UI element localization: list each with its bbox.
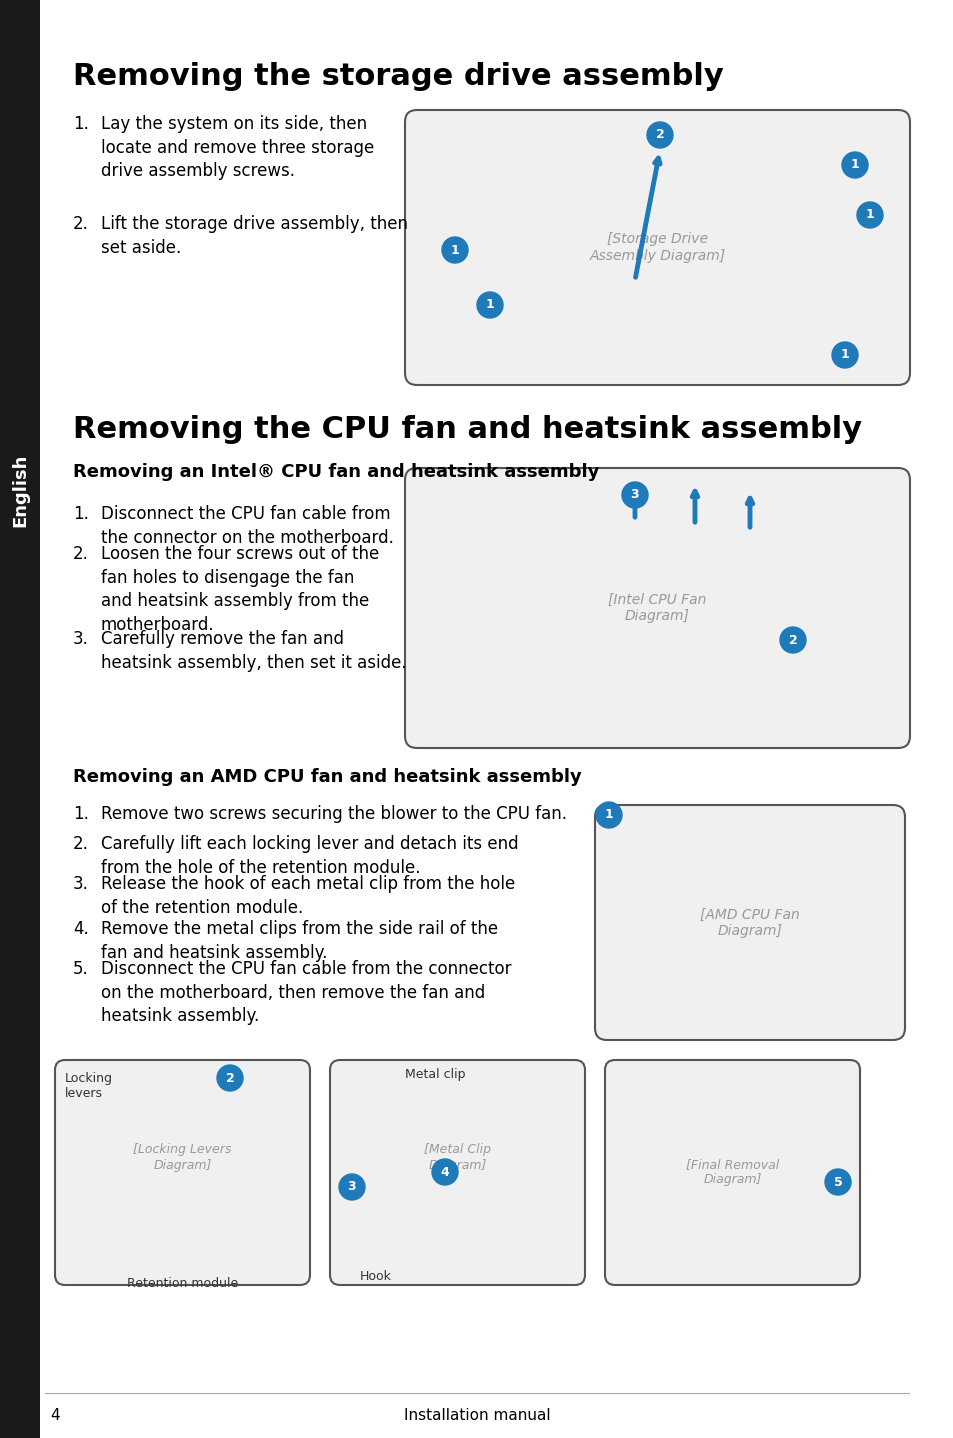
Text: 3.: 3. bbox=[73, 874, 89, 893]
Text: 5: 5 bbox=[833, 1175, 841, 1188]
Text: 3: 3 bbox=[347, 1181, 355, 1194]
Text: Release the hook of each metal clip from the hole
of the retention module.: Release the hook of each metal clip from… bbox=[101, 874, 515, 916]
Text: 2.: 2. bbox=[73, 216, 89, 233]
Circle shape bbox=[338, 1173, 365, 1199]
Text: [Final Removal
Diagram]: [Final Removal Diagram] bbox=[685, 1159, 779, 1186]
Text: [Intel CPU Fan
Diagram]: [Intel CPU Fan Diagram] bbox=[608, 592, 706, 623]
Text: 2: 2 bbox=[788, 634, 797, 647]
Text: 4: 4 bbox=[440, 1166, 449, 1179]
Text: Carefully remove the fan and
heatsink assembly, then set it aside.: Carefully remove the fan and heatsink as… bbox=[101, 630, 406, 672]
Text: Removing an Intel® CPU fan and heatsink assembly: Removing an Intel® CPU fan and heatsink … bbox=[73, 463, 598, 480]
Text: 1: 1 bbox=[850, 158, 859, 171]
FancyBboxPatch shape bbox=[405, 109, 909, 385]
Text: 3.: 3. bbox=[73, 630, 89, 649]
Text: Removing the storage drive assembly: Removing the storage drive assembly bbox=[73, 62, 723, 91]
Text: 4.: 4. bbox=[73, 920, 89, 938]
Text: 2.: 2. bbox=[73, 545, 89, 564]
Text: Installation manual: Installation manual bbox=[403, 1408, 550, 1424]
Text: 1: 1 bbox=[604, 808, 613, 821]
Text: 3: 3 bbox=[630, 489, 639, 502]
Text: 1.: 1. bbox=[73, 505, 89, 523]
Text: Remove the metal clips from the side rail of the
fan and heatsink assembly.: Remove the metal clips from the side rai… bbox=[101, 920, 497, 962]
Text: Carefully lift each locking lever and detach its end
from the hole of the retent: Carefully lift each locking lever and de… bbox=[101, 835, 518, 877]
Text: 2.: 2. bbox=[73, 835, 89, 853]
Text: 1: 1 bbox=[450, 243, 459, 256]
Circle shape bbox=[596, 802, 621, 828]
Text: Removing the CPU fan and heatsink assembly: Removing the CPU fan and heatsink assemb… bbox=[73, 416, 862, 444]
Text: Removing an AMD CPU fan and heatsink assembly: Removing an AMD CPU fan and heatsink ass… bbox=[73, 768, 581, 787]
Text: 1.: 1. bbox=[73, 805, 89, 823]
Text: [Locking Levers
Diagram]: [Locking Levers Diagram] bbox=[133, 1143, 232, 1172]
Text: Hook: Hook bbox=[359, 1270, 392, 1283]
Circle shape bbox=[432, 1159, 457, 1185]
Text: 1: 1 bbox=[864, 209, 874, 221]
Text: Disconnect the CPU fan cable from
the connector on the motherboard.: Disconnect the CPU fan cable from the co… bbox=[101, 505, 394, 546]
Circle shape bbox=[780, 627, 805, 653]
Text: Disconnect the CPU fan cable from the connector
on the motherboard, then remove : Disconnect the CPU fan cable from the co… bbox=[101, 961, 511, 1025]
Text: Lift the storage drive assembly, then
set aside.: Lift the storage drive assembly, then se… bbox=[101, 216, 408, 256]
Circle shape bbox=[216, 1066, 243, 1091]
FancyBboxPatch shape bbox=[330, 1060, 584, 1286]
Circle shape bbox=[646, 122, 672, 148]
Text: [Storage Drive
Assembly Diagram]: [Storage Drive Assembly Diagram] bbox=[589, 233, 725, 263]
Circle shape bbox=[824, 1169, 850, 1195]
FancyBboxPatch shape bbox=[604, 1060, 859, 1286]
Text: [Metal Clip
Diagram]: [Metal Clip Diagram] bbox=[423, 1143, 491, 1172]
FancyBboxPatch shape bbox=[405, 467, 909, 748]
Circle shape bbox=[441, 237, 468, 263]
Text: 1: 1 bbox=[485, 299, 494, 312]
Text: 2: 2 bbox=[226, 1071, 234, 1084]
Text: Remove two screws securing the blower to the CPU fan.: Remove two screws securing the blower to… bbox=[101, 805, 566, 823]
Text: 4: 4 bbox=[50, 1408, 59, 1424]
Text: Loosen the four screws out of the
fan holes to disengage the fan
and heatsink as: Loosen the four screws out of the fan ho… bbox=[101, 545, 379, 634]
Text: Retention module: Retention module bbox=[127, 1277, 238, 1290]
Text: 1.: 1. bbox=[73, 115, 89, 132]
FancyBboxPatch shape bbox=[55, 1060, 310, 1286]
Bar bbox=[0, 0, 40, 1438]
Text: 2: 2 bbox=[655, 128, 663, 141]
Text: Metal clip: Metal clip bbox=[405, 1068, 465, 1081]
Circle shape bbox=[621, 482, 647, 508]
Circle shape bbox=[856, 201, 882, 229]
Circle shape bbox=[841, 152, 867, 178]
Text: Lay the system on its side, then
locate and remove three storage
drive assembly : Lay the system on its side, then locate … bbox=[101, 115, 374, 180]
Circle shape bbox=[831, 342, 857, 368]
Circle shape bbox=[476, 292, 502, 318]
Text: English: English bbox=[11, 453, 29, 526]
Text: [AMD CPU Fan
Diagram]: [AMD CPU Fan Diagram] bbox=[700, 907, 799, 938]
Text: Locking
levers: Locking levers bbox=[65, 1071, 112, 1100]
Text: 1: 1 bbox=[840, 348, 848, 361]
FancyBboxPatch shape bbox=[595, 805, 904, 1040]
Text: 5.: 5. bbox=[73, 961, 89, 978]
